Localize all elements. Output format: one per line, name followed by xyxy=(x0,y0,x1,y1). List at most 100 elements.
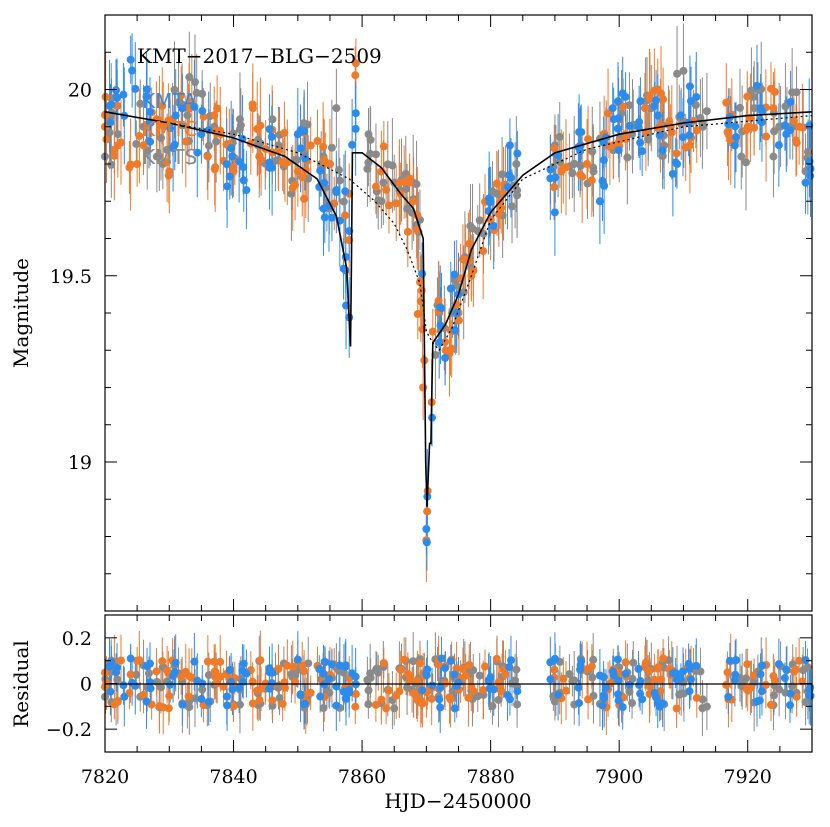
kmtc-residual-point xyxy=(417,697,426,706)
kmts-data-point xyxy=(588,147,597,156)
kmtc-data-point xyxy=(423,507,432,516)
kmta-data-point xyxy=(166,124,175,133)
kmta-data-point xyxy=(635,117,644,126)
kmtc-residual-point xyxy=(139,690,148,699)
kmta-residual-point xyxy=(774,660,783,669)
kmtc-data-point xyxy=(550,183,559,192)
kmtc-residual-point xyxy=(165,692,174,701)
kmtc-data-point xyxy=(203,152,212,161)
kmta-data-point xyxy=(171,111,180,120)
magnitude-tick-label: 19 xyxy=(68,452,92,474)
kmta-residual-point xyxy=(752,697,761,706)
kmta-data-point xyxy=(222,160,231,169)
kmta-data-point xyxy=(686,97,695,106)
kmtc-data-point xyxy=(418,325,427,334)
kmtc-residual-point xyxy=(492,654,501,663)
kmta-residual-point xyxy=(485,684,494,693)
kmta-residual-point xyxy=(600,694,609,703)
kmta-data-point xyxy=(676,111,685,120)
kmta-data-point xyxy=(638,147,647,156)
kmta-residual-point xyxy=(614,696,623,705)
kmta-residual-point xyxy=(436,683,445,692)
kmts-data-point xyxy=(735,103,744,112)
kmtc-residual-point xyxy=(445,693,454,702)
kmta-data-point xyxy=(142,85,151,94)
kmta-residual-point xyxy=(676,674,685,683)
kmta-data-point xyxy=(489,221,498,230)
kmta-residual-point xyxy=(324,675,333,684)
kmtc-residual-point xyxy=(501,670,510,679)
kmta-residual-point xyxy=(341,662,350,671)
kmta-data-point xyxy=(418,269,427,278)
kmta-data-point xyxy=(146,137,155,146)
kmts-data-point xyxy=(803,147,812,156)
kmtc-residual-point xyxy=(395,687,404,696)
kmtc-data-point xyxy=(587,176,596,185)
kmta-data-point xyxy=(618,89,627,98)
kmts-data-point xyxy=(190,78,199,87)
kmta-residual-point xyxy=(599,673,608,682)
kmts-data-point xyxy=(644,135,653,144)
kmta-residual-point xyxy=(170,668,179,677)
kmta-data-point xyxy=(190,102,199,111)
kmtc-residual-point xyxy=(116,656,125,665)
kmta-data-point xyxy=(806,164,815,173)
kmta-residual-point xyxy=(757,687,766,696)
kmta-data-point xyxy=(145,107,154,116)
kmtc-data-point xyxy=(743,92,752,101)
kmtc-residual-point xyxy=(371,700,380,709)
kmtc-data-point xyxy=(659,95,668,104)
kmta-data-point xyxy=(801,178,810,187)
kmts-residual-point xyxy=(364,700,373,709)
kmts-residual-point xyxy=(409,657,418,666)
kmtc-residual-point xyxy=(155,702,164,711)
kmta-residual-point xyxy=(197,695,206,704)
kmta-residual-point xyxy=(506,656,515,665)
kmta-residual-point xyxy=(655,702,664,711)
kmta-data-point xyxy=(112,86,121,95)
kmta-residual-point xyxy=(786,689,795,698)
kmts-residual-point xyxy=(801,698,810,707)
kmtc-data-point xyxy=(665,117,674,126)
kmtc-residual-point xyxy=(248,677,257,686)
kmts-residual-point xyxy=(494,695,503,704)
kmtc-residual-point xyxy=(164,704,173,713)
kmts-data-point xyxy=(364,158,373,167)
kmta-data-point xyxy=(324,201,333,210)
kmts-data-point xyxy=(747,86,756,95)
kmta-data-point xyxy=(436,303,445,312)
kmta-residual-point xyxy=(805,691,814,700)
kmtc-residual-point xyxy=(650,675,659,684)
kmta-residual-point xyxy=(618,703,627,712)
kmtc-residual-point xyxy=(742,684,751,693)
kmtc-data-point xyxy=(135,132,144,141)
kmtc-data-point xyxy=(382,185,391,194)
kmta-data-point xyxy=(546,174,555,183)
kmtc-residual-point xyxy=(750,671,759,680)
kmts-data-point xyxy=(212,137,221,146)
kmta-residual-point xyxy=(239,659,248,668)
kmts-data-point xyxy=(488,187,497,196)
kmtc-data-point xyxy=(110,145,119,154)
kmta-data-point xyxy=(300,127,309,136)
kmta-data-point xyxy=(441,353,450,362)
kmts-data-point xyxy=(174,98,183,107)
kmtc-data-point xyxy=(479,247,488,256)
kmta-residual-point xyxy=(238,666,247,675)
kmta-residual-point xyxy=(315,665,324,674)
kmtc-residual-point xyxy=(256,656,265,665)
kmta-data-point xyxy=(503,183,512,192)
kmts-data-point xyxy=(292,155,301,164)
kmta-data-point xyxy=(650,101,659,110)
binary-lens-model-curve xyxy=(104,111,813,507)
kmta-residual-point xyxy=(634,664,643,673)
kmts-data-point xyxy=(555,157,564,166)
kmts-data-point xyxy=(431,350,440,359)
kmta-residual-point xyxy=(316,692,325,701)
kmta-residual-point xyxy=(267,679,276,688)
kmta-data-point xyxy=(653,111,662,120)
kmta-data-point xyxy=(128,66,137,75)
kmtc-residual-point xyxy=(257,684,266,693)
kmta-data-point xyxy=(613,124,622,133)
kmts-data-point xyxy=(737,152,746,161)
